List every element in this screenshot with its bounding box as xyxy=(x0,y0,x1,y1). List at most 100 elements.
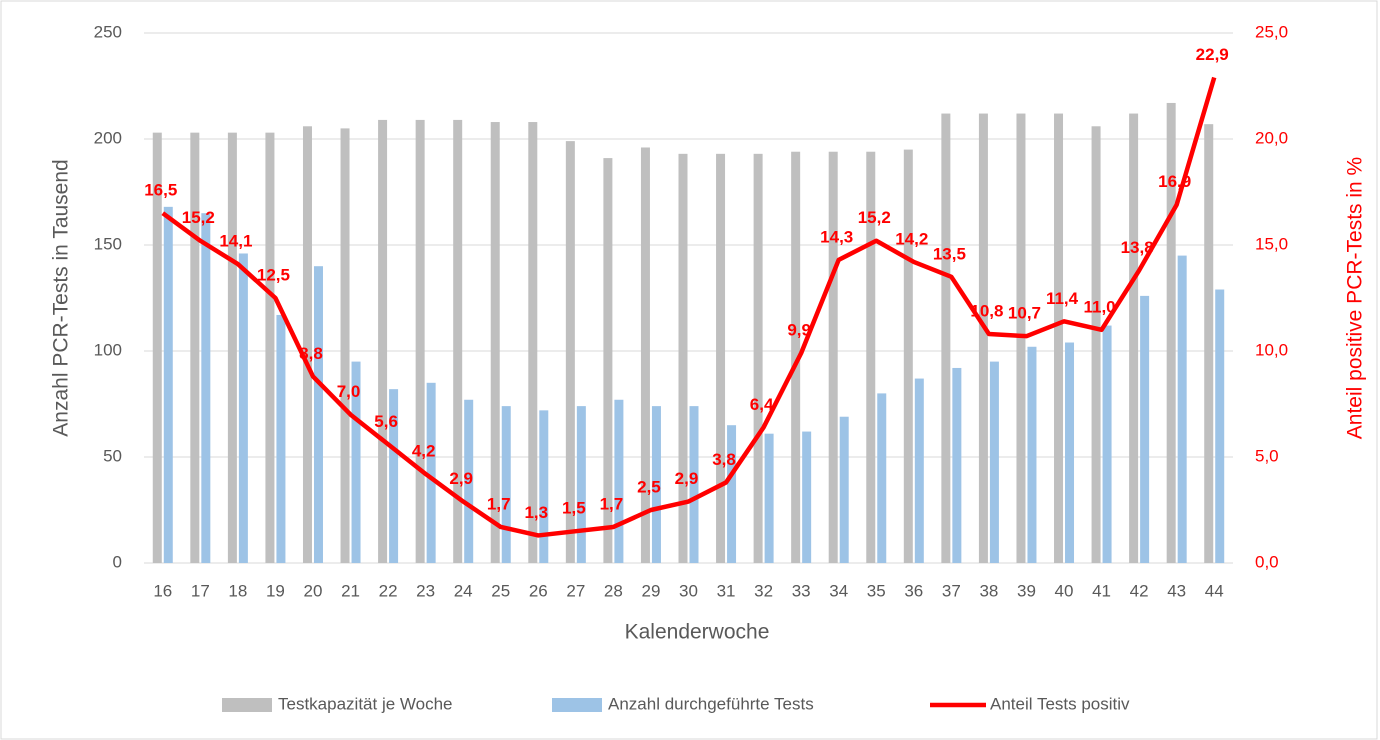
y2-tick-label: 0,0 xyxy=(1255,552,1279,571)
data-label: 15,2 xyxy=(182,208,215,227)
bar xyxy=(1091,126,1101,563)
bar xyxy=(1215,289,1225,563)
x-tick-label: 26 xyxy=(529,581,548,600)
data-label: 7,0 xyxy=(337,382,361,401)
bar xyxy=(190,132,200,563)
data-label: 12,5 xyxy=(257,265,290,284)
x-tick-label: 22 xyxy=(379,581,398,600)
data-label: 3,8 xyxy=(712,450,736,469)
x-tick-label: 36 xyxy=(904,581,923,600)
x-tick-label: 44 xyxy=(1205,581,1224,600)
x-tick-label: 23 xyxy=(416,581,435,600)
data-label: 1,5 xyxy=(562,499,586,518)
bar xyxy=(313,266,323,563)
bar xyxy=(1177,255,1187,563)
bar xyxy=(276,314,286,563)
bar xyxy=(1140,295,1150,563)
x-tick-label: 31 xyxy=(717,581,736,600)
bar xyxy=(201,213,211,563)
y2-tick-label: 10,0 xyxy=(1255,340,1288,359)
bar xyxy=(903,149,913,563)
y-tick-label: 200 xyxy=(94,128,122,147)
data-label: 10,7 xyxy=(1008,304,1041,323)
data-label: 13,8 xyxy=(1121,238,1154,257)
x-tick-label: 35 xyxy=(867,581,886,600)
x-tick-label: 21 xyxy=(341,581,360,600)
bar xyxy=(839,416,849,563)
data-label: 2,9 xyxy=(449,469,473,488)
data-label: 5,6 xyxy=(374,412,398,431)
y2-tick-label: 15,0 xyxy=(1255,234,1288,253)
x-axis-title: Kalenderwoche xyxy=(625,621,770,644)
bar xyxy=(453,119,463,564)
bar xyxy=(1204,124,1214,563)
data-label: 16,9 xyxy=(1158,172,1191,191)
bar xyxy=(426,382,436,563)
bar xyxy=(651,406,661,563)
bar xyxy=(640,147,650,564)
x-tick-label: 39 xyxy=(1017,581,1036,600)
bar xyxy=(952,367,962,563)
bar xyxy=(603,158,613,563)
y2-axis-title: Anteil positive PCR-Tests in % xyxy=(1344,157,1367,439)
data-label: 9,9 xyxy=(787,321,811,340)
data-label: 10,8 xyxy=(970,302,1003,321)
bar xyxy=(1054,113,1064,563)
bar xyxy=(152,132,162,563)
data-label: 16,5 xyxy=(144,181,177,200)
data-label: 14,1 xyxy=(219,232,252,251)
x-tick-label: 25 xyxy=(491,581,510,600)
bar xyxy=(490,122,500,563)
x-tick-label: 28 xyxy=(604,581,623,600)
bar xyxy=(678,153,688,563)
x-tick-label: 24 xyxy=(454,581,473,600)
legend-label: Anzahl durchgeführte Tests xyxy=(608,694,814,713)
y-tick-label: 100 xyxy=(94,340,122,359)
bar xyxy=(614,399,624,563)
bar xyxy=(351,361,361,563)
y-tick-label: 0 xyxy=(113,552,122,571)
x-tick-label: 29 xyxy=(641,581,660,600)
x-tick-label: 43 xyxy=(1167,581,1186,600)
legend-swatch xyxy=(552,698,602,712)
bar xyxy=(565,141,575,563)
bar xyxy=(1027,346,1037,563)
y-axis-title: Anzahl PCR-Tests in Tausend xyxy=(50,159,73,436)
bar xyxy=(415,119,425,564)
bar xyxy=(539,410,549,563)
bar xyxy=(302,126,312,563)
y2-tick-label: 5,0 xyxy=(1255,446,1279,465)
bar xyxy=(378,119,388,564)
legend-label: Anteil Tests positiv xyxy=(990,694,1130,713)
data-label: 22,9 xyxy=(1196,45,1229,64)
x-tick-label: 32 xyxy=(754,581,773,600)
x-tick-label: 41 xyxy=(1092,581,1111,600)
bar xyxy=(501,406,511,563)
y-tick-label: 50 xyxy=(103,446,122,465)
bar xyxy=(689,406,699,563)
x-tick-label: 40 xyxy=(1055,581,1074,600)
x-tick-label: 19 xyxy=(266,581,285,600)
y-tick-label: 250 xyxy=(94,22,122,41)
data-label: 1,7 xyxy=(600,494,624,513)
bar xyxy=(877,393,887,563)
x-tick-label: 42 xyxy=(1130,581,1149,600)
data-label: 11,0 xyxy=(1083,297,1115,316)
data-label: 1,3 xyxy=(524,503,548,522)
bar xyxy=(978,113,988,563)
x-tick-label: 17 xyxy=(191,581,210,600)
bar xyxy=(163,206,173,563)
bar xyxy=(753,153,763,563)
x-tick-label: 20 xyxy=(304,581,323,600)
data-label: 1,7 xyxy=(487,494,511,513)
bar xyxy=(941,113,951,563)
bar xyxy=(464,399,474,563)
data-label: 8,8 xyxy=(299,344,323,363)
bar xyxy=(764,433,774,563)
bar xyxy=(528,122,538,563)
bar xyxy=(1102,325,1112,563)
data-label: 13,5 xyxy=(933,244,966,263)
x-tick-label: 16 xyxy=(153,581,172,600)
bar xyxy=(1166,102,1176,564)
